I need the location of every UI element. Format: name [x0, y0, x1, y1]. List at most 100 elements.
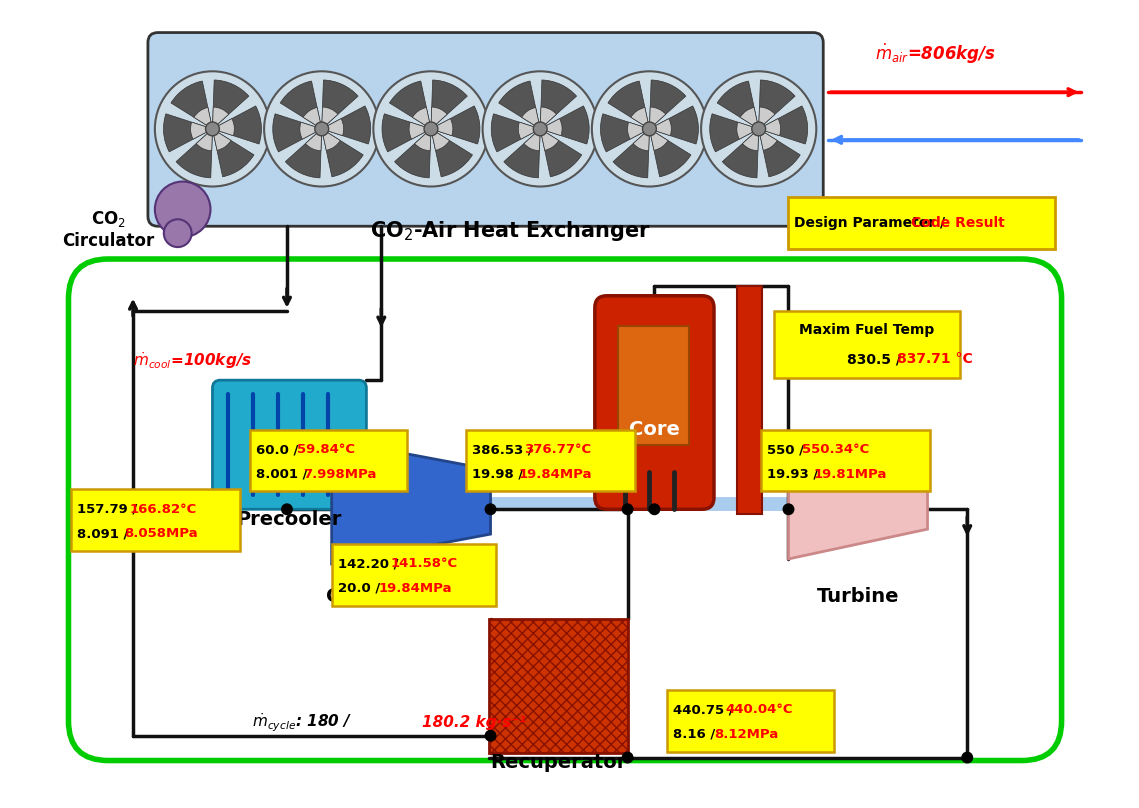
- Text: 8.058MPa: 8.058MPa: [124, 528, 198, 541]
- Text: $\dot{m}_{cool}$=100kg/s: $\dot{m}_{cool}$=100kg/s: [133, 350, 252, 371]
- Text: 142.20 /: 142.20 /: [337, 558, 403, 570]
- Circle shape: [424, 122, 437, 136]
- FancyBboxPatch shape: [595, 296, 714, 509]
- Bar: [667, 690, 834, 751]
- Text: 59.84°C: 59.84°C: [297, 443, 355, 456]
- Circle shape: [205, 122, 220, 136]
- Wedge shape: [194, 107, 213, 129]
- Wedge shape: [415, 129, 431, 151]
- Wedge shape: [431, 119, 453, 136]
- Circle shape: [314, 122, 329, 136]
- Circle shape: [164, 219, 191, 247]
- Circle shape: [642, 122, 656, 136]
- Wedge shape: [759, 106, 808, 144]
- Wedge shape: [649, 119, 671, 136]
- Text: Design Parameter /: Design Parameter /: [794, 217, 950, 230]
- Bar: [72, 490, 240, 551]
- Wedge shape: [740, 107, 759, 129]
- Circle shape: [752, 122, 765, 136]
- Wedge shape: [431, 129, 473, 177]
- Text: 386.53 /: 386.53 /: [472, 443, 538, 456]
- Circle shape: [155, 71, 270, 187]
- Text: Core: Core: [629, 420, 680, 440]
- Wedge shape: [649, 106, 698, 144]
- Text: 166.82°C: 166.82°C: [130, 503, 197, 516]
- Wedge shape: [722, 129, 759, 178]
- Circle shape: [483, 71, 598, 187]
- Wedge shape: [272, 114, 321, 152]
- Wedge shape: [300, 122, 321, 139]
- Wedge shape: [213, 129, 254, 177]
- Wedge shape: [321, 129, 341, 150]
- Text: 837.71 °C: 837.71 °C: [896, 352, 973, 366]
- Wedge shape: [286, 129, 321, 178]
- Wedge shape: [390, 81, 431, 129]
- Wedge shape: [540, 107, 557, 129]
- Wedge shape: [737, 122, 759, 139]
- Wedge shape: [743, 129, 759, 151]
- Bar: [761, 430, 929, 491]
- Wedge shape: [759, 129, 801, 177]
- Text: 8.16 /: 8.16 /: [673, 728, 720, 741]
- Wedge shape: [718, 81, 759, 129]
- Text: 20.0 /: 20.0 /: [337, 582, 385, 595]
- Circle shape: [281, 503, 293, 516]
- Circle shape: [592, 71, 707, 187]
- Wedge shape: [524, 129, 540, 151]
- Wedge shape: [540, 80, 576, 129]
- Wedge shape: [394, 129, 431, 178]
- Wedge shape: [412, 107, 431, 129]
- Bar: [466, 430, 634, 491]
- Circle shape: [961, 751, 973, 764]
- Wedge shape: [321, 119, 344, 136]
- Wedge shape: [759, 129, 777, 150]
- Text: 550 /: 550 /: [767, 443, 809, 456]
- Wedge shape: [321, 106, 370, 144]
- Wedge shape: [321, 107, 338, 129]
- Text: CO$_2$
Circulator: CO$_2$ Circulator: [62, 208, 154, 250]
- Wedge shape: [409, 122, 431, 139]
- Text: 376.77°C: 376.77°C: [524, 443, 591, 456]
- Text: $\dot{m}_{cycle}$: 180 /: $\dot{m}_{cycle}$: 180 /: [252, 712, 352, 734]
- Wedge shape: [431, 107, 448, 129]
- Text: 8.091 /: 8.091 /: [77, 528, 133, 541]
- Wedge shape: [305, 129, 321, 151]
- Circle shape: [155, 182, 211, 238]
- Wedge shape: [540, 119, 562, 136]
- Text: 19.84MPa: 19.84MPa: [518, 468, 592, 481]
- Wedge shape: [213, 129, 231, 150]
- Wedge shape: [540, 106, 589, 144]
- Wedge shape: [431, 129, 450, 150]
- Text: Precooler: Precooler: [236, 510, 342, 528]
- Circle shape: [128, 488, 139, 500]
- Wedge shape: [190, 122, 213, 139]
- Wedge shape: [382, 114, 431, 152]
- Wedge shape: [613, 129, 649, 178]
- Bar: [489, 618, 628, 752]
- Text: 440.75 /: 440.75 /: [673, 703, 738, 716]
- Bar: [331, 544, 495, 606]
- Text: 550.34°C: 550.34°C: [802, 443, 869, 456]
- Wedge shape: [540, 129, 559, 150]
- Wedge shape: [503, 129, 540, 178]
- Text: CO$_2$-Air Heat Exchanger: CO$_2$-Air Heat Exchanger: [370, 219, 650, 243]
- FancyBboxPatch shape: [148, 32, 823, 226]
- Wedge shape: [608, 81, 649, 129]
- Bar: [773, 310, 960, 378]
- Text: 141.58°C: 141.58°C: [391, 558, 458, 570]
- Polygon shape: [788, 460, 927, 559]
- Wedge shape: [600, 114, 649, 152]
- Text: 7.998MPa: 7.998MPa: [303, 468, 376, 481]
- Text: Maxim Fuel Temp: Maxim Fuel Temp: [800, 322, 935, 337]
- Wedge shape: [759, 80, 795, 129]
- Bar: [617, 326, 689, 444]
- Wedge shape: [522, 107, 540, 129]
- Wedge shape: [628, 122, 649, 139]
- Wedge shape: [303, 107, 321, 129]
- Wedge shape: [431, 80, 467, 129]
- Wedge shape: [491, 114, 540, 152]
- Circle shape: [702, 71, 817, 187]
- Text: 157.79 /: 157.79 /: [77, 503, 142, 516]
- Circle shape: [622, 503, 633, 516]
- Wedge shape: [540, 129, 582, 177]
